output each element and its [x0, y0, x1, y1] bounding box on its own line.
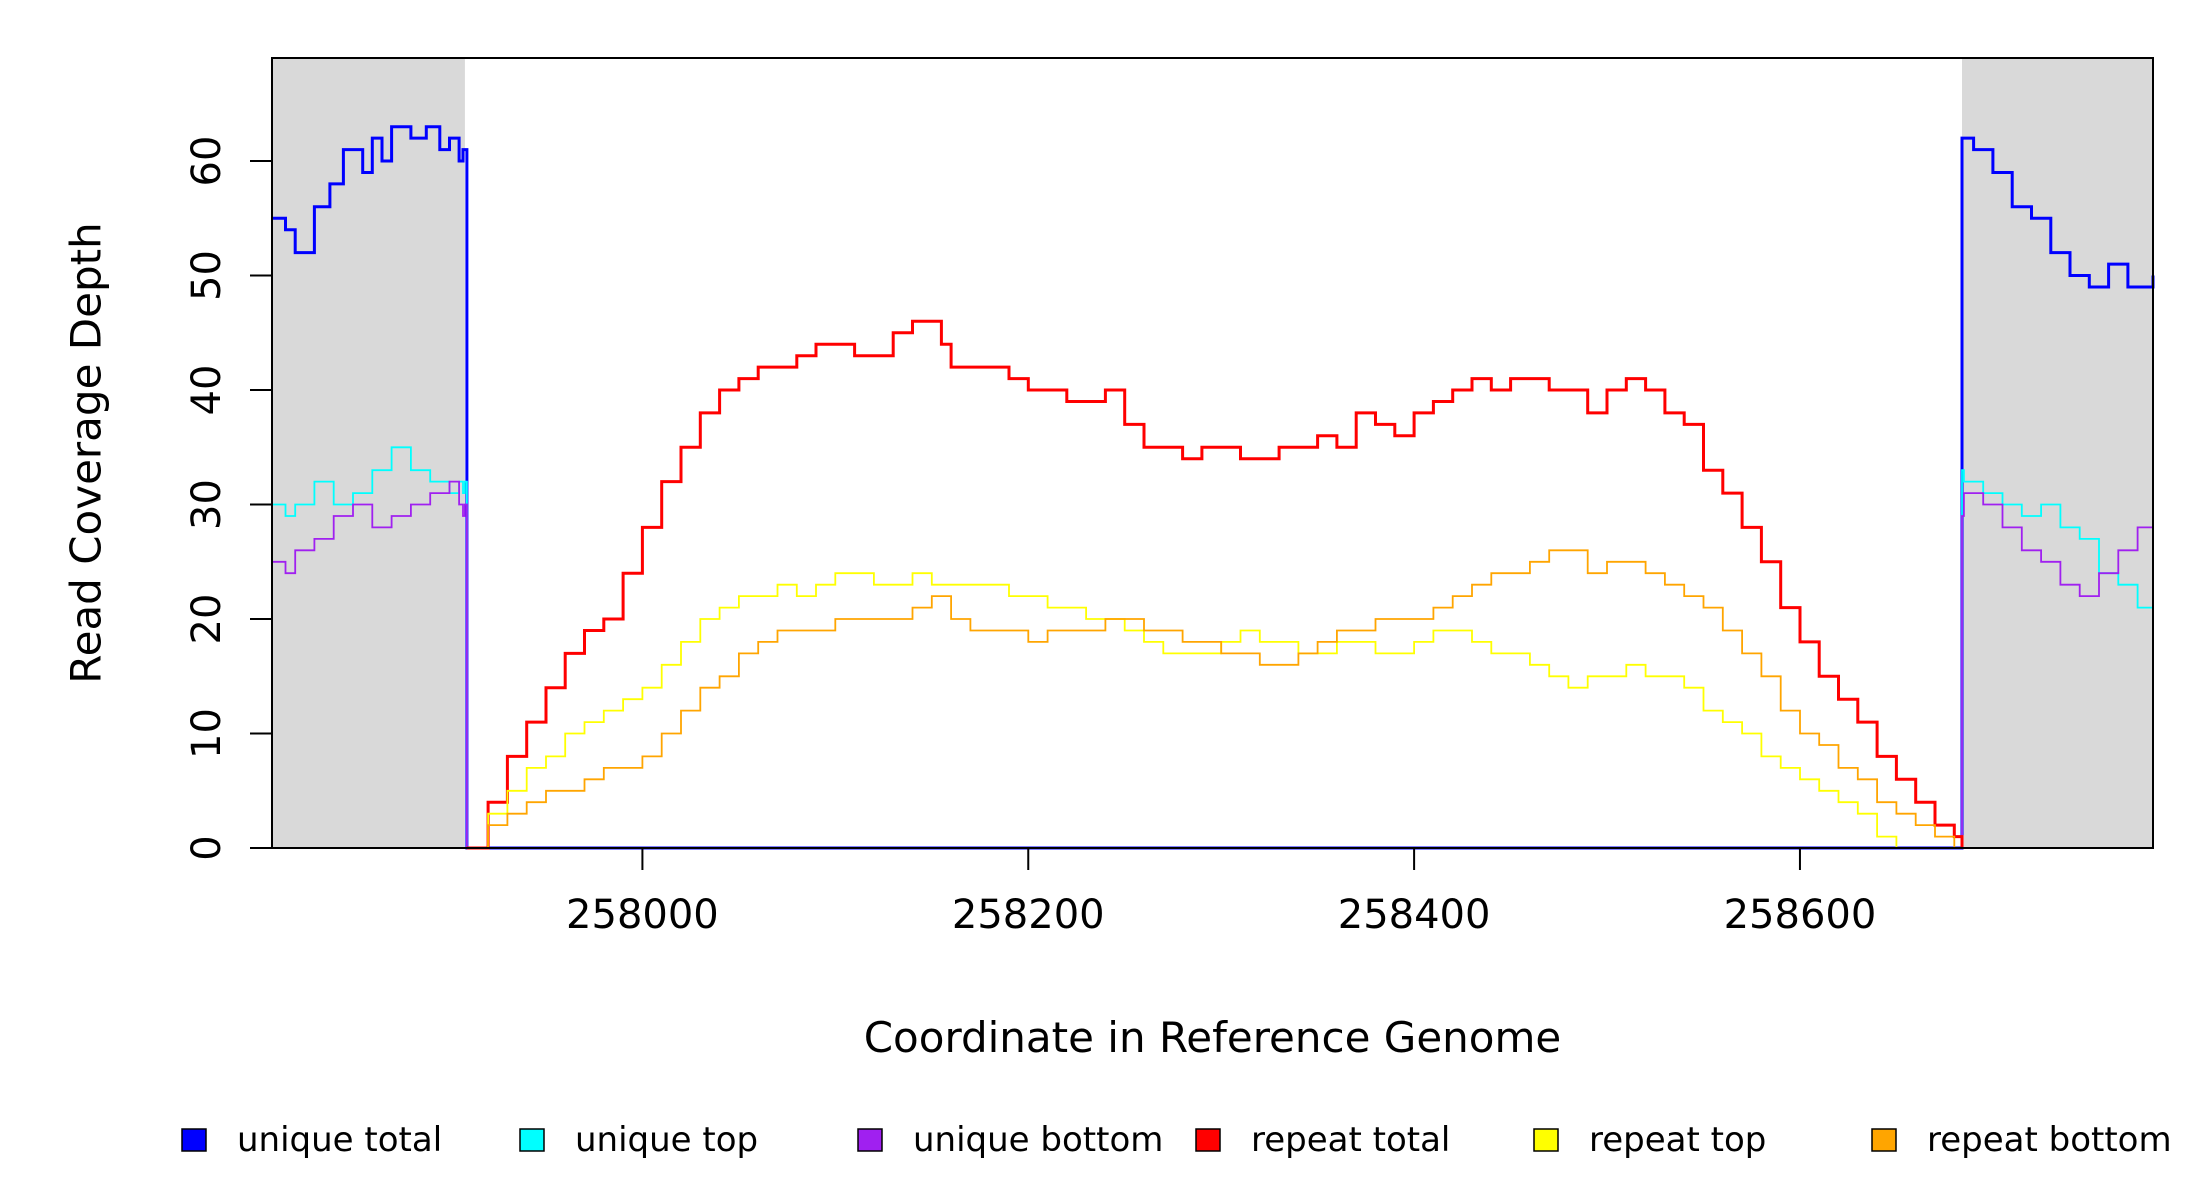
y-tick-label: 50: [184, 250, 230, 301]
y-tick-label: 0: [184, 835, 230, 860]
legend-swatch: [181, 1128, 207, 1152]
legend-label: unique total: [237, 1120, 442, 1160]
shaded-regions: [272, 58, 2153, 848]
y-tick-label: 60: [184, 136, 230, 187]
series-line-unique-total: [272, 125, 2155, 850]
x-tick-label: 258400: [1338, 892, 1491, 938]
legend-label: repeat bottom: [1927, 1120, 2172, 1160]
shaded-region-1: [1962, 58, 2153, 848]
series-line-unique-bottom: [272, 480, 2154, 849]
shaded-region-0: [272, 58, 465, 848]
legend-label: repeat total: [1251, 1120, 1450, 1160]
x-tick-label: 258000: [566, 892, 719, 938]
legend-swatch: [1195, 1128, 1221, 1152]
y-tick-label: 40: [184, 365, 230, 416]
x-tick-label: 258600: [1724, 892, 1877, 938]
legend-swatch: [857, 1128, 883, 1152]
x-axis-title: Coordinate in Reference Genome: [864, 1013, 1562, 1062]
x-ticks: 258000 258200 258400 258600: [566, 848, 1876, 938]
legend: unique total unique top unique bottom repea…: [181, 1120, 2172, 1160]
x-tick-label: 258200: [952, 892, 1105, 938]
series-line-repeat-bottom: [466, 549, 1962, 849]
series-line-repeat-total: [466, 319, 1964, 850]
legend-swatch: [1871, 1128, 1897, 1152]
legend-label: unique top: [575, 1120, 758, 1160]
series-lines: [272, 125, 2155, 850]
y-tick-label: 10: [184, 708, 230, 759]
y-tick-label: 20: [184, 594, 230, 645]
y-axis-title: Read Coverage Depth: [62, 222, 111, 683]
legend-label: repeat top: [1589, 1120, 1766, 1160]
y-ticks: 0 10 20 30 40 50 60: [184, 136, 272, 861]
plot-frame: [271, 57, 2154, 849]
legend-label: unique bottom: [913, 1120, 1163, 1160]
y-tick-label: 30: [184, 479, 230, 530]
legend-swatch: [519, 1128, 545, 1152]
series-line-unique-top: [272, 446, 2154, 849]
legend-swatch: [1533, 1128, 1559, 1152]
